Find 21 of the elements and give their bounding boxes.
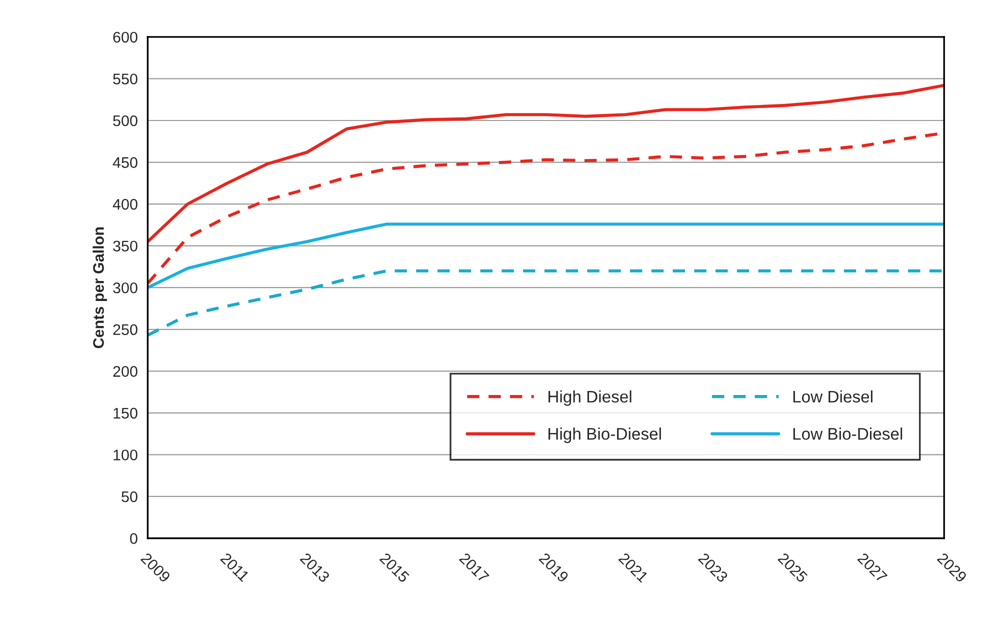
y-tick-label: 200 (113, 366, 138, 377)
y-tick-label: 550 (113, 74, 138, 84)
y-tick-label: 150 (114, 408, 138, 419)
y-axis-title: Cents per Gallon (92, 227, 107, 348)
y-tick-label: 350 (113, 240, 138, 252)
y-tick-label: 300 (113, 282, 138, 294)
y-tick-label: 500 (113, 115, 138, 126)
y-tick-label: 0 (130, 533, 138, 544)
line-series (148, 269, 944, 337)
legend-label: High Bio-Diesel (548, 428, 661, 444)
y-tick-label: 250 (113, 324, 138, 336)
y-tick-label: 450 (112, 157, 138, 168)
y-tick-label: 50 (122, 491, 138, 502)
y-tick-label: 400 (112, 198, 138, 210)
y-tick-label: 100 (114, 450, 138, 460)
legend-label: Low Diesel (793, 390, 872, 403)
legend-label: High Diesel (548, 390, 632, 406)
y-tick-label: 600 (113, 32, 138, 43)
line-series (148, 84, 944, 244)
legend-label: Low Bio-Diesel (793, 428, 902, 440)
line-series (148, 222, 944, 290)
